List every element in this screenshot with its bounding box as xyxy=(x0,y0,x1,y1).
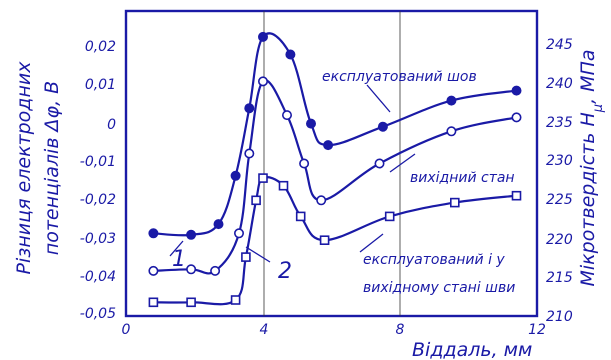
series-line-1 xyxy=(153,32,517,237)
curve-number-label: 2 xyxy=(278,259,292,284)
y-left-tick-label: -0,05 xyxy=(80,306,116,322)
series-3-point-square xyxy=(384,211,395,222)
series-2-point-open xyxy=(316,195,327,206)
annotation-label: експлуатований шов xyxy=(322,69,477,85)
y-right-tick-label: 215 xyxy=(546,270,573,286)
leader-line-curve-2 xyxy=(245,246,271,263)
annotation-label: вихідний стан xyxy=(410,170,515,186)
y-left-tick-label: -0,03 xyxy=(80,231,116,247)
series-1-point-filled xyxy=(446,95,457,106)
y-left-tick-label: 0 xyxy=(107,117,116,133)
series-2-point-open xyxy=(234,228,245,239)
series-1-point-filled xyxy=(186,229,197,240)
series-3-point-square xyxy=(148,297,159,308)
series-1-point-filled xyxy=(213,219,224,230)
x-tick-label-4: 4 xyxy=(260,322,269,338)
series-3-point-square xyxy=(251,195,261,206)
y-right-tick-label: 225 xyxy=(546,192,573,208)
series-1-point-filled xyxy=(244,103,255,114)
y-left-tick-label: -0,02 xyxy=(80,192,116,208)
series-1-point-filled xyxy=(230,170,241,181)
series-1-point-filled xyxy=(305,118,316,129)
leader-line-exploited-weld xyxy=(366,84,391,113)
y-right-axis-title-unit: , МПа xyxy=(577,50,599,104)
series-1-point-filled xyxy=(257,31,268,42)
series-3-point-square xyxy=(230,295,241,305)
y-right-tick-label: 230 xyxy=(546,153,573,169)
series-3-point-square xyxy=(241,252,251,262)
series-1-point-filled xyxy=(377,121,388,132)
x-tick-label-8: 8 xyxy=(396,322,405,338)
y-right-tick-label: 240 xyxy=(546,76,573,92)
series-2-point-open xyxy=(186,264,197,275)
x-tick-label-12: 12 xyxy=(528,322,546,338)
curve-number-label: 1 xyxy=(172,247,186,272)
series-3-point-square xyxy=(295,211,306,222)
y-left-axis-title-line1: Різниця електродних xyxy=(13,61,35,275)
y-right-axis-title-sub: μ xyxy=(591,104,606,113)
plot-frame xyxy=(124,9,539,318)
y-right-tick-label: 245 xyxy=(546,37,573,53)
series-3-point-square xyxy=(278,180,289,191)
leader-line-initial-state xyxy=(389,153,416,173)
series-2-point-open xyxy=(244,148,255,159)
series-2-point-open xyxy=(511,112,522,123)
series-2-point-open xyxy=(210,265,221,276)
series-2-point-open xyxy=(257,76,268,87)
y-right-axis-title: Мікротвердість Hμ, МПа xyxy=(577,50,606,287)
annotation-label: вихідному стані шви xyxy=(363,280,515,296)
y-right-axis-title-main: Мікротвердість H xyxy=(577,112,599,286)
leader-line-curve-1 xyxy=(169,240,184,257)
series-1-point-filled xyxy=(323,140,334,151)
series-2-point-open xyxy=(374,158,385,169)
series-3-point-square xyxy=(258,173,268,183)
series-3-point-square xyxy=(511,190,522,201)
series-1-point-filled xyxy=(285,49,296,60)
series-2-point-open xyxy=(446,126,457,137)
x-tick-label-0: 0 xyxy=(122,322,131,338)
series-3-point-square xyxy=(449,197,460,208)
y-right-tick-label: 220 xyxy=(546,232,573,248)
x-axis-title: Віддаль, мм xyxy=(412,339,532,360)
y-left-axis-title-line2: потенціалів Δφ, В xyxy=(41,81,63,255)
series-3-point-square xyxy=(186,297,196,308)
y-right-tick-label: 235 xyxy=(546,115,573,131)
series-2-point-open xyxy=(299,158,310,169)
y-left-tick-label: 0,02 xyxy=(85,39,116,55)
leader-line-both-welds xyxy=(359,233,384,253)
y-right-tick-label: 210 xyxy=(546,309,573,325)
series-1-point-filled xyxy=(511,85,522,96)
y-left-tick-label: -0,01 xyxy=(80,154,116,170)
y-left-tick-label: 0,01 xyxy=(85,77,116,93)
annotation-label: експлуатований і у xyxy=(363,252,505,268)
series-3-point-square xyxy=(319,235,330,245)
series-layer xyxy=(148,31,522,308)
series-1-point-filled xyxy=(148,228,159,239)
series-2-point-open xyxy=(281,110,292,121)
y-left-tick-label: -0,04 xyxy=(80,269,116,285)
series-2-point-open xyxy=(148,265,159,276)
